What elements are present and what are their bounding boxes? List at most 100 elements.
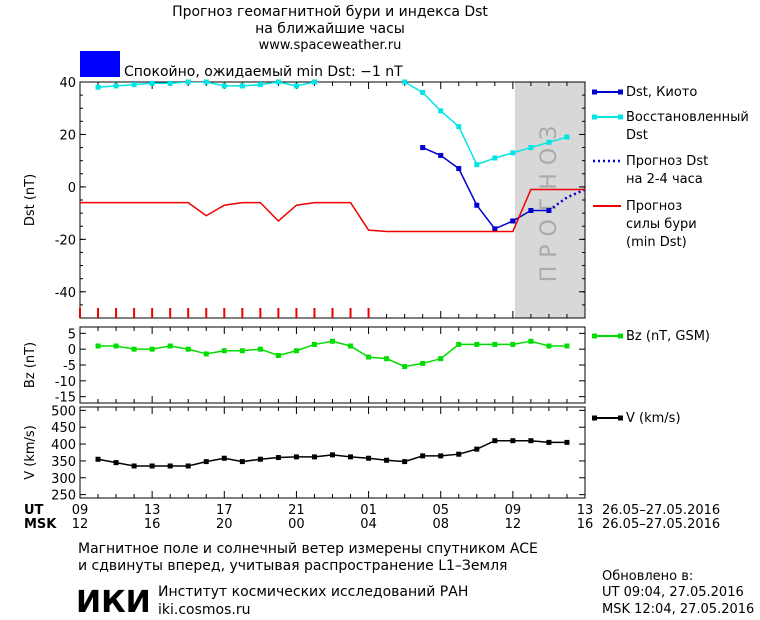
data-point-v [167, 463, 173, 469]
updated-msk: MSK 12:04, 27.05.2016 [602, 602, 754, 617]
bz-panel: 50-5-10-15 Bz (nT) [23, 327, 586, 406]
data-point-bz [95, 343, 101, 349]
data-point-v [402, 459, 408, 465]
msk-tick-label: 12 [505, 517, 522, 532]
y-tick-label-dst: 20 [59, 128, 76, 143]
data-point-dst [257, 82, 263, 88]
data-point-dst [456, 124, 462, 130]
legend-label: Bz (nT, GSM) [626, 329, 710, 344]
data-point-v [366, 455, 372, 461]
data-point-bz [311, 341, 317, 347]
updated-label: Обновлено в: [602, 569, 693, 584]
legend-label: Dst, Киото [626, 85, 697, 100]
footer-note-line2: и сдвинуты вперед, учитывая распростране… [78, 558, 507, 574]
data-point-bz [330, 338, 335, 344]
data-point-v [546, 439, 552, 445]
y-tick-label-dst: 0 [68, 181, 76, 196]
dst-panel-frame [79, 81, 586, 319]
y-tick-label-bz: 0 [68, 343, 76, 358]
data-point-dst [311, 79, 317, 85]
series-line-dst-3 [548, 188, 585, 212]
data-point-bz [113, 343, 119, 349]
updated-ut: UT 09:04, 27.05.2016 [602, 585, 744, 600]
msk-tick-label: 00 [288, 517, 305, 532]
ut-date-range: 26.05–27.05.2016 [602, 503, 720, 518]
y-tick-label-bz: -15 [55, 391, 76, 406]
data-point-bz [546, 343, 552, 349]
msk-tick-label: 04 [360, 517, 377, 532]
y-tick-label-v: 400 [51, 438, 76, 453]
site-url: www.spaceweather.ru [259, 38, 402, 53]
data-point-dst [293, 83, 299, 89]
data-point-v [456, 451, 462, 457]
msk-date-range: 26.05–27.05.2016 [602, 517, 720, 532]
y-tick-label-bz: 5 [68, 327, 76, 342]
y-axis-label-bz: Bz (nT) [23, 342, 38, 388]
legend-marker [618, 114, 623, 120]
data-point-dst [113, 83, 119, 89]
ut-tick-label: 05 [432, 503, 449, 518]
data-point-bz [293, 348, 299, 354]
data-point-dst [149, 80, 155, 86]
data-point-bz [456, 341, 462, 347]
data-point-bz [185, 346, 191, 352]
legend-label: (min Dst) [626, 235, 687, 250]
data-point-bz [492, 341, 498, 347]
data-point-v [528, 438, 534, 444]
institute-name: Институт космических исследований РАН [158, 584, 468, 600]
data-point-dst [492, 155, 498, 161]
data-point-dst [474, 162, 480, 168]
data-point-v [330, 452, 335, 458]
legend-label: Dst [626, 128, 648, 143]
data-point-dst [474, 202, 480, 208]
data-point-v [131, 463, 137, 469]
data-point-bz [528, 338, 534, 344]
data-point-dst [221, 83, 227, 89]
y-tick-label-dst: -20 [55, 233, 76, 248]
legend-label: Прогноз Dst [626, 154, 708, 169]
chart-title-line1: Прогноз геомагнитной бури и индекса Dst [172, 4, 488, 20]
data-point-v [293, 454, 299, 460]
data-point-v [203, 459, 209, 465]
data-point-dst [528, 207, 534, 213]
msk-tick-label: 20 [216, 517, 233, 532]
data-point-dst [131, 82, 137, 88]
data-point-v [275, 455, 281, 461]
legend-label: Восстановленный [626, 110, 749, 125]
y-tick-label-v: 300 [51, 472, 76, 487]
data-point-dst [167, 80, 173, 86]
msk-tick-label: 16 [577, 517, 594, 532]
footer-note-line1: Магнитное поле и солнечный ветер измерен… [78, 541, 538, 557]
data-point-dst [239, 83, 245, 89]
y-axis-label-dst: Dst (nT) [23, 174, 38, 226]
legend-marker [592, 333, 597, 339]
ut-tick-label: 21 [288, 503, 305, 518]
data-point-bz [402, 364, 408, 370]
data-point-dst [528, 145, 534, 151]
data-point-dst [185, 79, 191, 85]
v-panel: 500 450 400 350 300 250 V (km/s) [23, 404, 586, 504]
y-tick-label-v: 450 [51, 421, 76, 436]
msk-tick-label: 08 [432, 517, 449, 532]
data-point-v [221, 455, 227, 461]
y-tick-label-bz: -5 [63, 359, 76, 374]
data-point-bz [510, 341, 516, 347]
msk-axis-label: MSK [24, 517, 57, 532]
data-point-v [474, 446, 480, 452]
data-point-dst [456, 166, 462, 172]
legend-marker [592, 89, 597, 95]
y-tick-label-v: 500 [51, 404, 76, 419]
legend-label: Прогноз [626, 199, 682, 214]
series-line-dst-0 [422, 146, 514, 230]
data-point-bz [384, 356, 390, 362]
msk-tick-label: 16 [144, 517, 161, 532]
y-tick-label-dst: 40 [59, 76, 76, 91]
legend-label: V (km/s) [626, 411, 681, 426]
data-point-bz [366, 354, 372, 360]
data-point-dst [420, 145, 426, 151]
msk-tick-label: 12 [72, 517, 89, 532]
data-point-dst [402, 79, 408, 85]
legend-marker [618, 415, 623, 421]
ut-tick-label: 09 [72, 503, 89, 518]
legend-marker [618, 333, 623, 339]
